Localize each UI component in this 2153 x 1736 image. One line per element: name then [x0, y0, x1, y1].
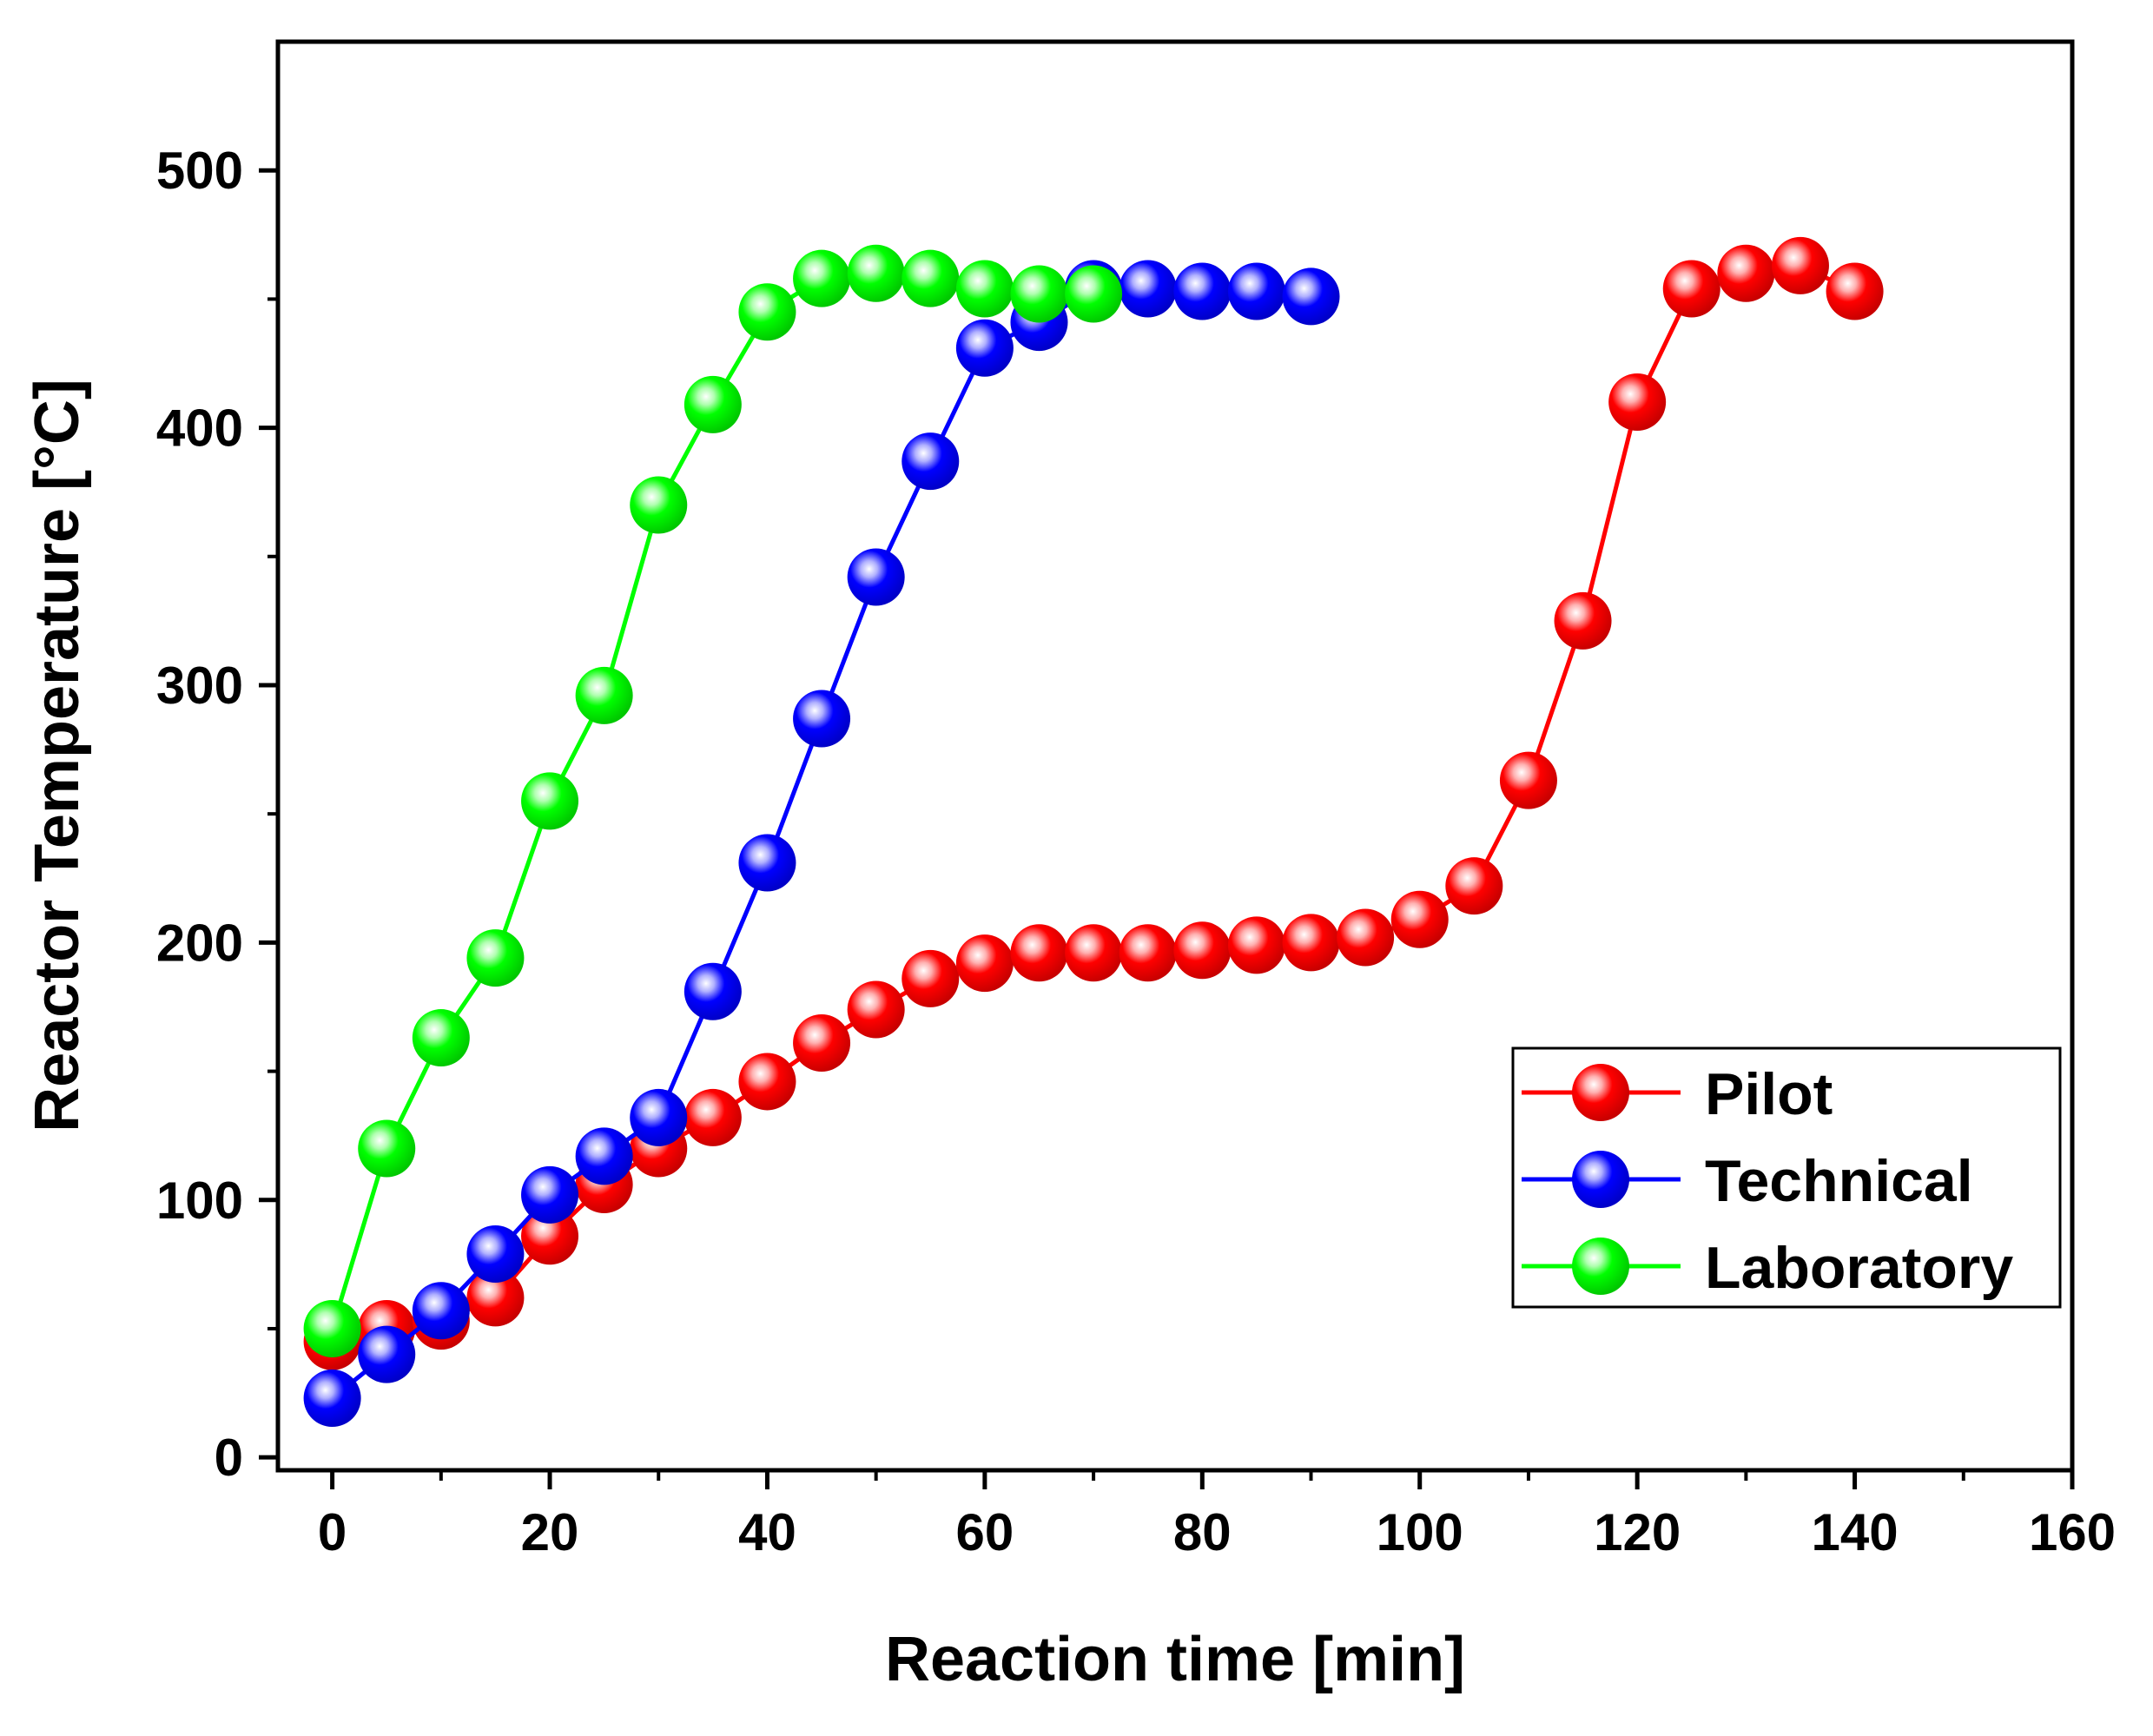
data-point-laboratory: [1010, 265, 1068, 323]
data-point-pilot: [955, 934, 1014, 993]
data-point-pilot: [1173, 921, 1232, 980]
x-tick-label: 100: [1377, 1503, 1463, 1561]
data-point-pilot: [1010, 924, 1068, 982]
y-tick-label: 0: [215, 1429, 243, 1487]
legend-marker-laboratory: [1572, 1238, 1629, 1295]
legend-marker-pilot: [1572, 1064, 1629, 1121]
data-point-technical: [358, 1325, 416, 1383]
data-point-laboratory: [303, 1299, 361, 1357]
data-point-pilot: [1662, 260, 1720, 318]
data-point-technical: [1282, 267, 1340, 326]
data-point-technical: [1173, 262, 1232, 320]
data-point-pilot: [1826, 262, 1884, 320]
data-point-laboratory: [521, 772, 579, 830]
legend-marker-technical: [1572, 1151, 1629, 1208]
legend-label-technical: Technical: [1705, 1148, 1973, 1214]
data-point-laboratory: [684, 375, 742, 433]
series-technical: [303, 260, 1340, 1428]
legend-label-laboratory: Laboratory: [1705, 1235, 2013, 1301]
data-point-pilot: [1227, 916, 1285, 974]
x-axis-title: Reaction time [min]: [885, 1625, 1465, 1694]
data-point-pilot: [1445, 857, 1503, 915]
data-point-technical: [575, 1127, 633, 1185]
data-point-laboratory: [901, 249, 960, 307]
data-point-laboratory: [412, 1009, 470, 1067]
data-point-laboratory: [955, 260, 1014, 318]
data-point-pilot: [466, 1269, 525, 1327]
data-point-laboratory: [738, 283, 796, 341]
y-tick-label: 500: [156, 142, 243, 200]
data-point-pilot: [738, 1053, 796, 1111]
data-point-pilot: [901, 949, 960, 1007]
data-point-laboratory: [630, 476, 688, 534]
legend: Pilot Technical Laboratory: [1511, 1046, 2062, 1309]
data-point-laboratory: [847, 244, 905, 302]
data-point-technical: [1119, 260, 1177, 318]
data-point-laboratory: [466, 929, 525, 987]
x-tick-label: 60: [956, 1503, 1014, 1561]
x-tick-label: 20: [521, 1503, 579, 1561]
data-point-technical: [1227, 262, 1285, 320]
data-point-pilot: [1499, 751, 1557, 809]
data-point-technical: [738, 834, 796, 892]
y-axis-title: Reactor Temperature [°C]: [23, 379, 92, 1132]
data-point-technical: [630, 1088, 688, 1146]
data-point-laboratory: [793, 249, 851, 307]
legend-entry-laboratory: Laboratory: [1522, 1235, 2013, 1301]
data-point-technical: [955, 319, 1014, 377]
data-point-laboratory: [358, 1119, 416, 1178]
data-point-technical: [521, 1165, 579, 1224]
data-point-pilot: [1282, 914, 1340, 972]
legend-entry-pilot: Pilot: [1522, 1061, 1833, 1127]
x-tick-label: 0: [318, 1503, 347, 1561]
legend-entry-technical: Technical: [1522, 1148, 1973, 1214]
data-point-pilot: [1608, 373, 1667, 431]
data-point-pilot: [1337, 908, 1395, 967]
y-tick-label: 200: [156, 914, 243, 972]
data-point-pilot: [1717, 244, 1775, 302]
series-laboratory: [303, 244, 1123, 1357]
data-point-pilot: [793, 1013, 851, 1072]
data-point-technical: [793, 690, 851, 748]
data-point-laboratory: [575, 666, 633, 724]
data-point-pilot: [1771, 236, 1829, 294]
data-point-technical: [901, 432, 960, 491]
data-point-pilot: [1554, 591, 1612, 650]
data-point-pilot: [1390, 890, 1449, 948]
data-point-technical: [466, 1225, 525, 1284]
y-tick-label: 100: [156, 1172, 243, 1230]
x-tick-label: 120: [1594, 1503, 1681, 1561]
legend-label-pilot: Pilot: [1705, 1061, 1833, 1127]
data-point-pilot: [847, 980, 905, 1039]
data-point-technical: [684, 962, 742, 1020]
x-tick-label: 140: [1812, 1503, 1899, 1561]
plot-frame: [275, 39, 2075, 1473]
series-layer: [303, 236, 1884, 1428]
ticks-layer: 0 20 40 60 80 100 120 140 160 0 100 200 300 400 500: [156, 142, 2116, 1561]
x-tick-label: 80: [1173, 1503, 1232, 1561]
y-tick-label: 300: [156, 657, 243, 715]
data-point-pilot: [1119, 924, 1177, 982]
x-tick-label: 160: [2029, 1503, 2116, 1561]
data-point-laboratory: [1065, 265, 1123, 323]
x-tick-label: 40: [738, 1503, 796, 1561]
data-point-technical: [412, 1282, 470, 1340]
data-point-technical: [303, 1370, 361, 1428]
data-point-pilot: [684, 1088, 742, 1146]
data-point-pilot: [521, 1207, 579, 1265]
data-point-pilot: [1065, 924, 1123, 982]
data-point-technical: [847, 548, 905, 606]
y-tick-label: 400: [156, 399, 243, 458]
